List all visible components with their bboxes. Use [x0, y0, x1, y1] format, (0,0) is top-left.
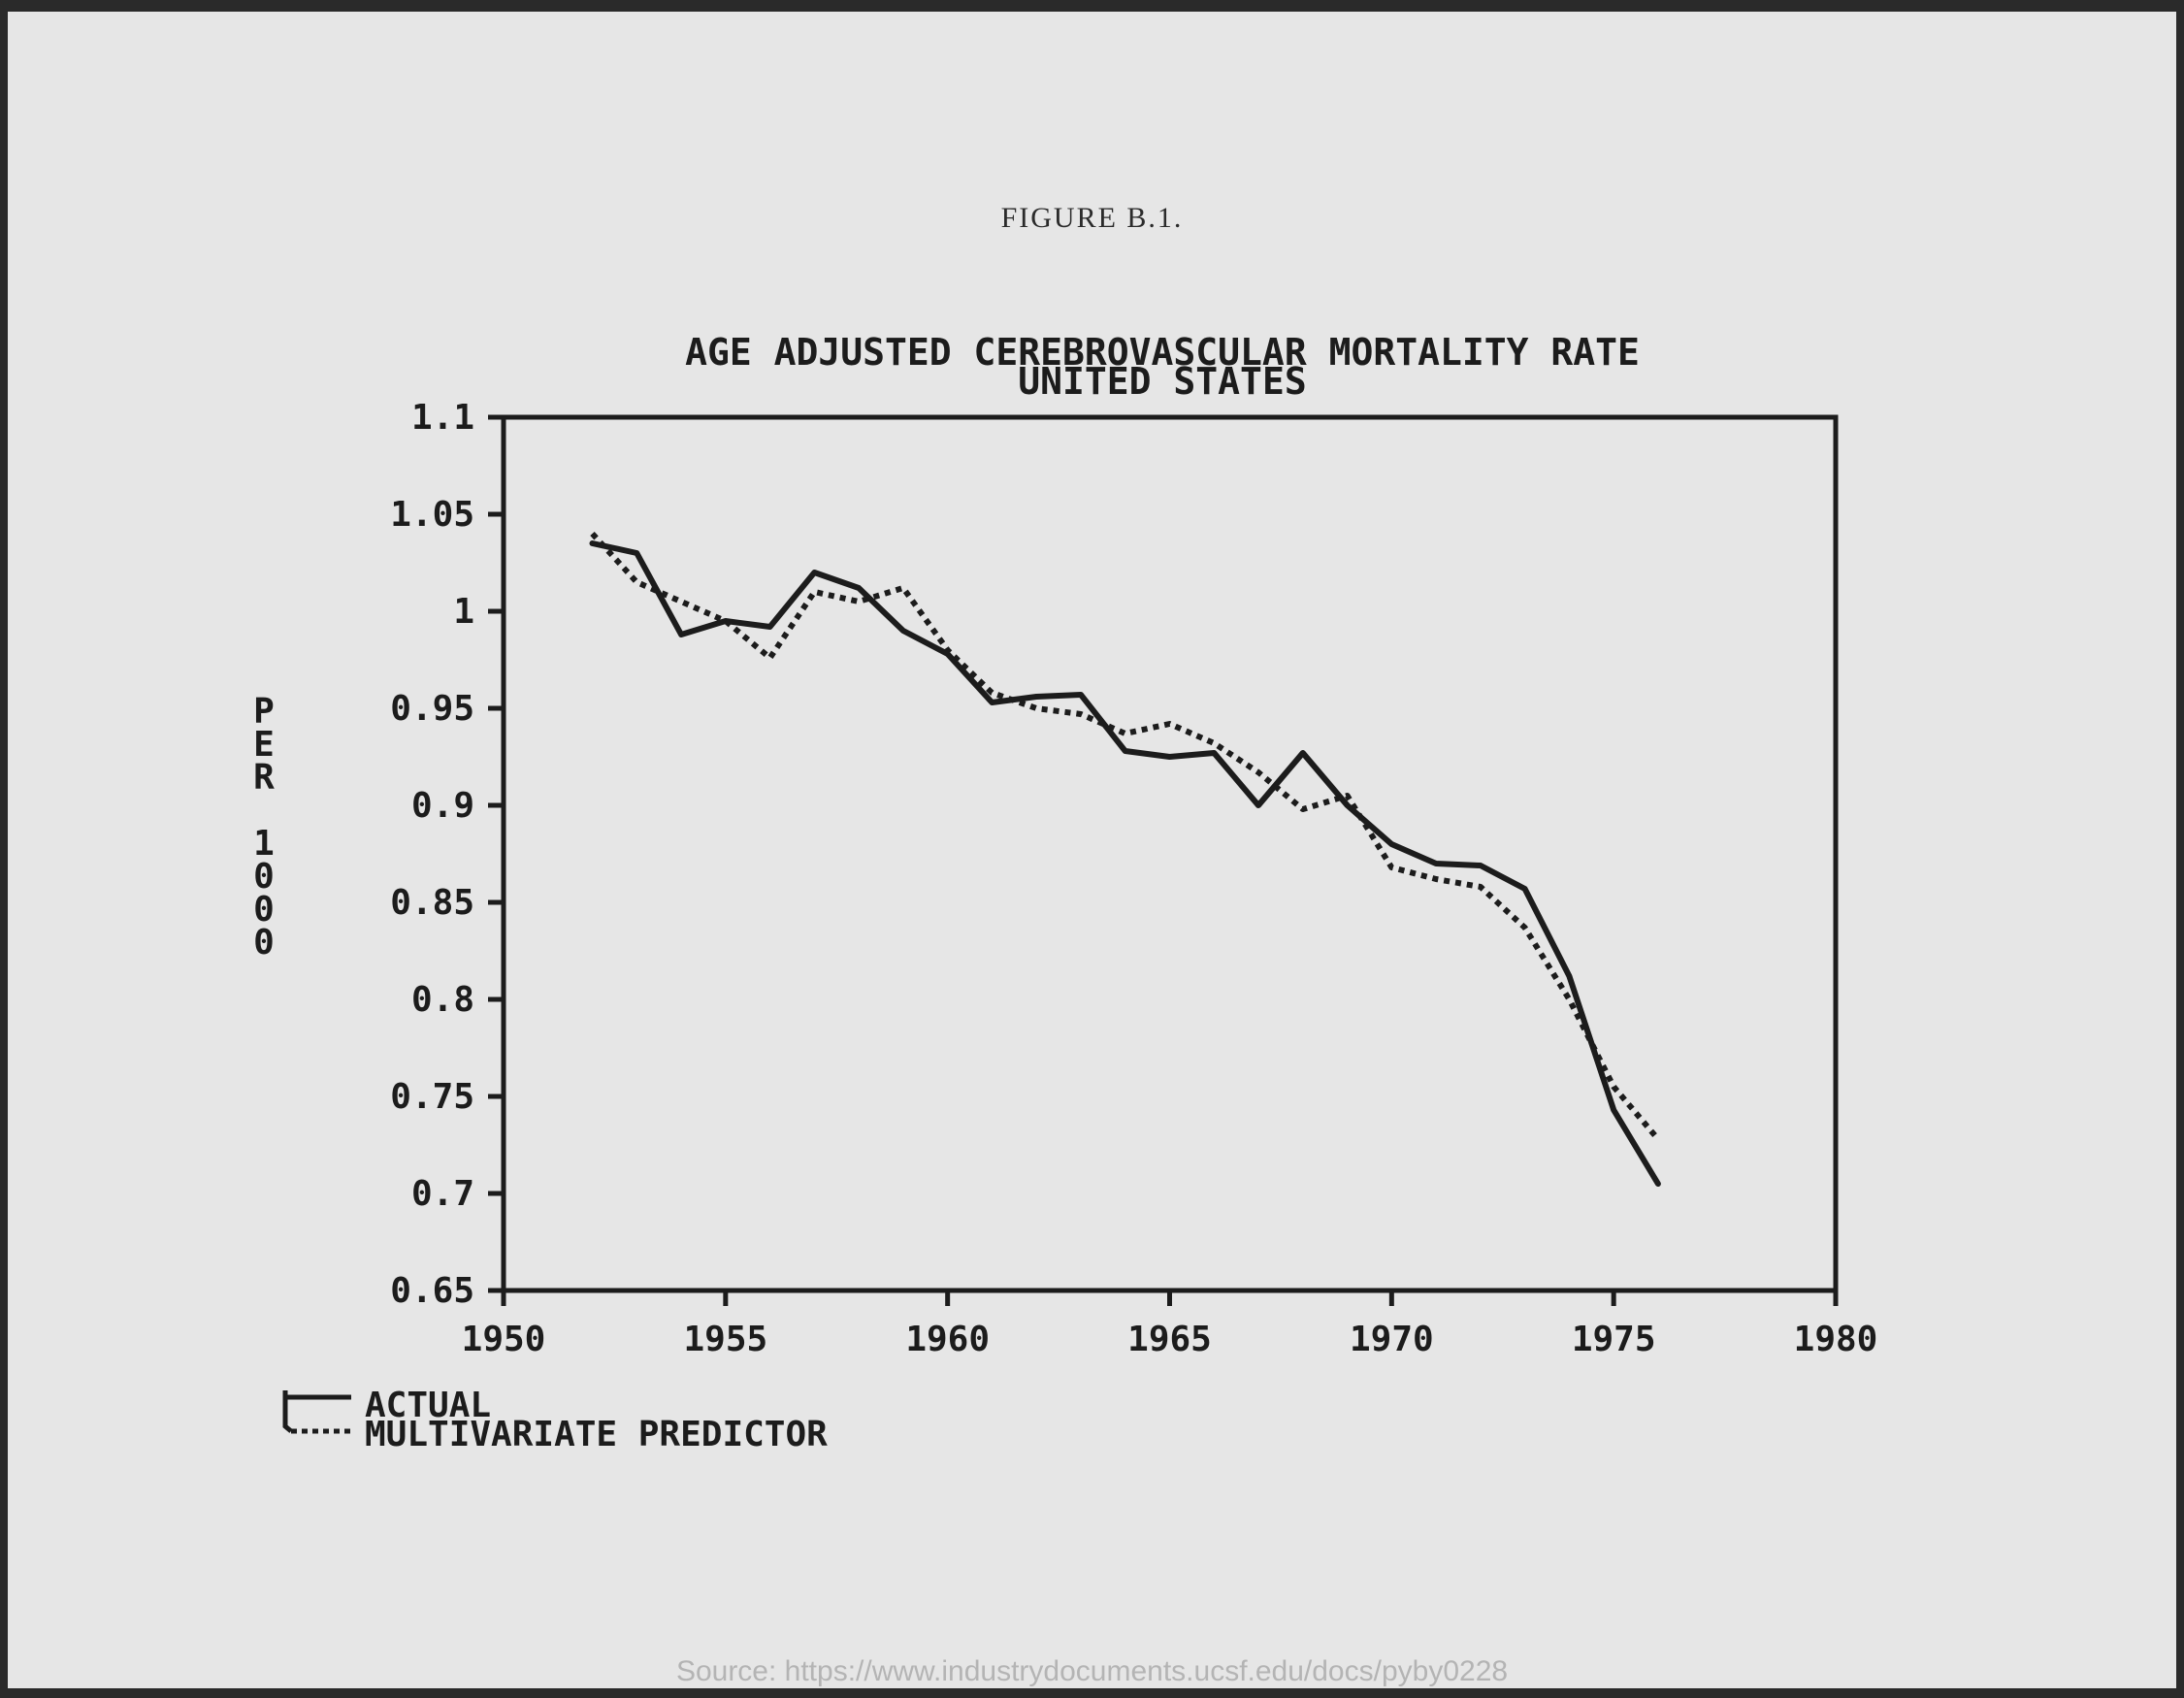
y-axis-label-char: 0 [253, 890, 275, 930]
series-layer [589, 531, 1661, 1187]
series-line-actual [589, 540, 1661, 1187]
series-line-predictor [590, 531, 1661, 1141]
chart-title-line-2: UNITED STATES [1018, 360, 1306, 403]
x-tick-label: 1950 [462, 1320, 546, 1359]
document-page [8, 12, 2176, 1688]
y-tick-label: 0.65 [390, 1271, 474, 1311]
y-tick-label: 0.85 [390, 883, 474, 923]
y-axis-label-char: E [253, 725, 275, 765]
x-tick-label: 1960 [905, 1320, 990, 1359]
figure-label: FIGURE B.1. [1000, 202, 1184, 234]
y-tick-label: 0.75 [390, 1077, 474, 1117]
y-axis-label-char: 0 [253, 857, 275, 897]
y-axis-label-char: P [253, 692, 275, 732]
y-tick-label: 1 [453, 592, 474, 632]
legend-bracket [282, 1390, 293, 1433]
x-tick-label: 1970 [1350, 1320, 1434, 1359]
y-axis-label-char: 1 [253, 824, 275, 864]
y-axis-label-char: 0 [253, 923, 275, 963]
y-tick-label: 1.1 [411, 398, 474, 438]
x-tick-label: 1965 [1127, 1320, 1212, 1359]
plot-frame [501, 414, 1839, 1293]
y-tick-label: 1.05 [390, 495, 474, 535]
chart-title-line-1: AGE ADJUSTED CEREBROVASCULAR MORTALITY R… [685, 331, 1640, 374]
y-axis-label-char: R [253, 758, 275, 798]
source-caption: Source: https://www.industrydocuments.uc… [675, 1655, 1509, 1687]
y-tick-label: 0.7 [411, 1174, 474, 1214]
x-tick-label: 1980 [1794, 1320, 1878, 1359]
legend: ACTUAL MULTIVARIATE PREDICTOR [282, 1386, 828, 1454]
x-tick-label: 1975 [1572, 1320, 1656, 1359]
axis-ticks: 1.1 1.05 1 0.95 0.9 0.85 0.8 0.75 0.7 0.65 1950 195… [390, 398, 1877, 1359]
y-tick-label: 0.9 [411, 786, 474, 826]
x-tick-label: 1955 [683, 1320, 767, 1359]
y-tick-label: 0.95 [390, 689, 474, 729]
y-tick-label: 0.8 [411, 980, 474, 1020]
legend-label-actual: ACTUAL [365, 1386, 491, 1425]
legend-label-predictor: MULTIVARIATE PREDICTOR [365, 1415, 828, 1454]
